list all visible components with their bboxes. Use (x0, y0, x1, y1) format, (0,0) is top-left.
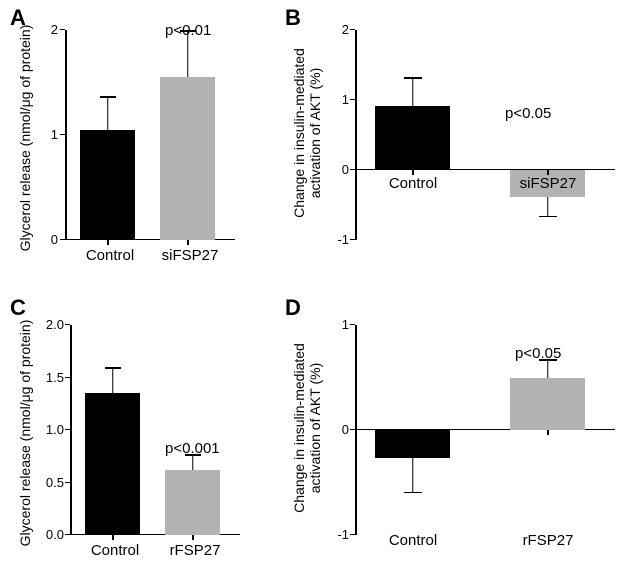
ytick-label: 2.0 (38, 317, 64, 332)
error-bar (412, 77, 414, 106)
bar-rFSP27 (165, 470, 220, 535)
panel-B-ylabel-line1: Change in insulin-mediated (291, 3, 307, 263)
ytick-label: 1 (40, 127, 58, 142)
error-cap (105, 367, 121, 369)
error-bar (412, 458, 414, 493)
xtick (107, 240, 109, 245)
ytick (350, 324, 355, 326)
ytick (65, 482, 70, 484)
ytick-label: 1 (327, 92, 349, 107)
error-cap (404, 77, 422, 79)
panel-C-yaxis (70, 325, 72, 535)
ytick-label: 0 (327, 422, 349, 437)
ytick (60, 29, 65, 31)
ytick (65, 429, 70, 431)
xlabel-siFSP27: siFSP27 (155, 247, 225, 264)
ytick (65, 377, 70, 379)
ytick-label: 0.0 (38, 527, 64, 542)
ytick-label: 0 (40, 232, 58, 247)
xtick (187, 240, 189, 245)
panel-C-pvalue: p<0.001 (165, 440, 220, 457)
panel-D-ylabel-line2: activation of AKT (%) (307, 298, 323, 558)
xlabel-rFSP27: rFSP27 (160, 542, 230, 559)
error-bar (107, 96, 109, 130)
xlabel-control: Control (80, 542, 150, 559)
panel-C: C Glycerol release (nmol/μg of protein) … (0, 295, 260, 585)
ytick-label: 1.0 (38, 422, 64, 437)
ytick (350, 29, 355, 31)
xtick (547, 430, 549, 435)
panel-D: D Change in insulin-mediated activation … (280, 295, 625, 585)
ytick-label: -1 (327, 527, 349, 542)
ytick-label: 2 (40, 22, 58, 37)
xlabel-control: Control (373, 175, 453, 192)
ytick-label: 0.5 (38, 475, 64, 490)
panel-A: A Glycerol release (nmol/μg of protein) … (0, 0, 260, 290)
panel-C-chart: 0.0 0.5 1.0 1.5 2.0 Control rFSP27 p<0.0… (70, 325, 240, 535)
figure-container: A Glycerol release (nmol/μg of protein) … (0, 0, 631, 584)
error-cap (539, 216, 557, 218)
error-cap (100, 96, 116, 98)
ytick (350, 99, 355, 101)
panel-D-chart: -1 0 1 Control rFSP27 p<0.05 (355, 325, 615, 535)
ytick (350, 239, 355, 241)
panel-A-pvalue: p<0.01 (165, 22, 211, 39)
ytick (350, 534, 355, 536)
bar-control (80, 130, 135, 240)
panel-B-ylabel-line2: activation of AKT (%) (307, 3, 323, 263)
panel-D-yaxis (355, 325, 357, 535)
ytick (65, 534, 70, 536)
panel-B: B Change in insulin-mediated activation … (280, 0, 625, 290)
panel-C-ylabel: Glycerol release (nmol/μg of protein) (17, 303, 33, 563)
xlabel-control: Control (373, 532, 453, 549)
panel-B-chart: -1 0 1 2 Control siFSP27 p<0.05 (355, 30, 615, 240)
ytick-label: 2 (327, 22, 349, 37)
ytick (60, 239, 65, 241)
panel-D-ylabel-line1: Change in insulin-mediated (291, 298, 307, 558)
bar-control (375, 106, 450, 170)
panel-B-yaxis (355, 30, 357, 240)
ytick-label: -1 (327, 232, 349, 247)
panel-A-yaxis (65, 30, 67, 240)
xlabel-rFSP27: rFSP27 (508, 532, 588, 549)
ytick-label: 1 (327, 317, 349, 332)
xtick (412, 430, 414, 435)
xlabel-siFSP27: siFSP27 (508, 175, 588, 192)
ytick (65, 324, 70, 326)
xlabel-control: Control (75, 247, 145, 264)
ytick (350, 169, 355, 171)
bar-siFSP27 (160, 77, 215, 240)
panel-B-pvalue: p<0.05 (505, 105, 551, 122)
panel-A-chart: 0 1 2 Control siFSP27 p<0.01 (65, 30, 235, 240)
panel-D-pvalue: p<0.05 (515, 345, 561, 362)
ytick (60, 134, 65, 136)
ytick-label: 1.5 (38, 370, 64, 385)
error-bar (112, 367, 114, 393)
bar-rFSP27 (510, 378, 585, 430)
ytick-label: 0 (327, 162, 349, 177)
error-cap (404, 492, 422, 494)
error-bar (547, 197, 549, 217)
xtick (112, 535, 114, 540)
bar-control (85, 393, 140, 535)
panel-A-ylabel: Glycerol release (nmol/μg of protein) (17, 8, 33, 268)
xtick (192, 535, 194, 540)
ytick (350, 429, 355, 431)
